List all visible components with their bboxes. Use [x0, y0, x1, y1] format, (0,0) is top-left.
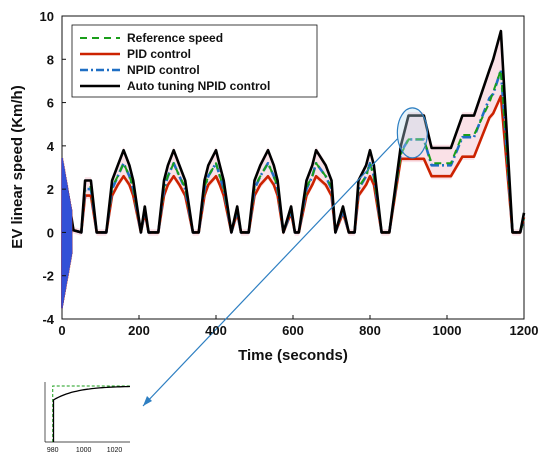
x-tick-label: 600: [282, 323, 304, 338]
transient-npid: [61, 157, 73, 309]
x-tick-label: 800: [359, 323, 381, 338]
y-tick-label: 8: [47, 52, 54, 67]
zoom-arrow-line: [142, 138, 398, 407]
y-tick-label: 4: [47, 139, 55, 154]
inset-ticks: 980 1000 1020: [47, 447, 123, 454]
y-ticks: -4 -2 0 2 4 6 8 10: [40, 9, 66, 327]
legend-label-pid: PID control: [127, 47, 191, 61]
y-tick-label: 0: [47, 225, 54, 240]
y-tick-label: -4: [42, 312, 54, 327]
series-auto-line: [62, 29, 526, 234]
inset-x-tick-label: 1000: [76, 447, 92, 454]
y-tick-label: 10: [40, 9, 54, 24]
y-tick-label: 6: [47, 96, 54, 111]
legend-label-npid: NPID control: [127, 63, 200, 77]
x-tick-label: 400: [205, 323, 227, 338]
x-tick-label: 1200: [510, 323, 539, 338]
legend-label-reference: Reference speed: [127, 31, 223, 45]
inset-x-tick-label: 980: [47, 447, 59, 454]
series-group: [61, 29, 526, 309]
x-ticks: 0 200 400 600 800 1000 1200: [58, 315, 538, 338]
y-tick-label: 2: [47, 182, 54, 197]
inset-zoom: 980 1000 1020: [44, 382, 131, 454]
inset-reference-line: [52, 385, 130, 442]
x-axis-title: Time (seconds): [238, 347, 348, 364]
legend: Reference speed PID control NPID control…: [71, 24, 318, 98]
series-reference-line: [62, 69, 525, 234]
x-tick-label: 1000: [433, 323, 462, 338]
series-pid-line: [62, 94, 526, 234]
zoom-ellipse: [396, 107, 428, 159]
annotation-group: [142, 107, 428, 407]
legend-label-auto: Auto tuning NPID control: [127, 79, 270, 93]
y-tick-label: -2: [42, 269, 54, 284]
y-axis-title: EV linear speed (Km/h): [9, 85, 26, 248]
zoom-arrow-head: [143, 396, 152, 406]
x-tick-label: 200: [128, 323, 150, 338]
inset-x-tick-label: 1020: [107, 447, 123, 454]
x-tick-label: 0: [58, 323, 65, 338]
inset-response-line: [52, 385, 131, 442]
